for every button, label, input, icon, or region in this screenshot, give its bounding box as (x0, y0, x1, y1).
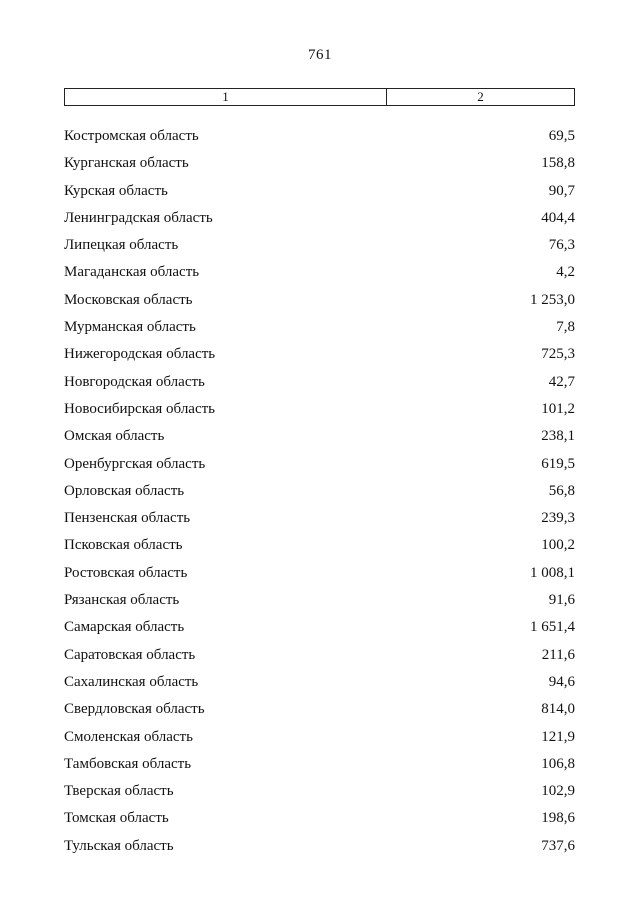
table-row: Орловская область 56,8 (64, 483, 575, 510)
region-value: 238,1 (541, 428, 575, 445)
region-name: Новгородская область (64, 373, 205, 390)
region-value: 56,8 (548, 482, 575, 499)
page-number: 761 (308, 47, 332, 63)
region-name: Нижегородская область (64, 346, 216, 363)
region-value: 121,9 (541, 728, 575, 745)
region-value: 158,8 (541, 155, 575, 172)
region-value: 239,3 (541, 510, 575, 527)
region-value: 91,6 (548, 592, 575, 609)
table-row: Новгородская область 42,7 (64, 374, 575, 401)
region-value: 211,6 (541, 646, 575, 663)
region-value: 90,7 (548, 182, 575, 199)
region-name: Магаданская область (64, 264, 200, 281)
region-name: Саратовская область (64, 646, 196, 663)
region-name: Тверская область (64, 783, 174, 800)
region-value: 1 008,1 (530, 564, 575, 581)
region-value: 198,6 (541, 810, 575, 827)
region-name: Липецкая область (64, 237, 179, 254)
table-row: Томская область 198,6 (64, 810, 575, 837)
region-value: 100,2 (541, 537, 575, 554)
region-value: 101,2 (541, 400, 575, 417)
region-value: 42,7 (548, 373, 575, 390)
region-name: Самарская область (64, 619, 185, 636)
region-value: 814,0 (541, 701, 575, 718)
region-value: 102,9 (541, 783, 575, 800)
region-name: Тульская область (64, 837, 174, 854)
table-row: Магаданская область 4,2 (64, 264, 575, 291)
region-value: 76,3 (548, 237, 575, 254)
table-row: Самарская область 1 651,4 (64, 619, 575, 646)
table-row: Нижегородская область 725,3 (64, 346, 575, 373)
region-value: 1 253,0 (530, 291, 575, 308)
region-value: 4,2 (556, 264, 575, 281)
region-name: Свердловская область (64, 701, 205, 718)
table-row: Рязанская область 91,6 (64, 592, 575, 619)
region-name: Омская область (64, 428, 165, 445)
table-row: Новосибирская область 101,2 (64, 401, 575, 428)
region-value: 619,5 (541, 455, 575, 472)
table-row: Тверская область 102,9 (64, 783, 575, 810)
region-value: 737,6 (541, 837, 575, 854)
region-name: Смоленская область (64, 728, 193, 745)
table-header-col-1: 1 (65, 89, 387, 105)
region-name: Московская область (64, 291, 193, 308)
table-row: Ленинградская область 404,4 (64, 210, 575, 237)
region-name: Курская область (64, 182, 168, 199)
table-row: Тульская область 737,6 (64, 838, 575, 865)
region-name: Орловская область (64, 482, 185, 499)
table-row: Псковская область 100,2 (64, 537, 575, 564)
region-name: Мурманская область (64, 319, 196, 336)
table-row: Ростовская область 1 008,1 (64, 565, 575, 592)
table-header-row: 1 2 (64, 88, 575, 106)
region-name: Костромская область (64, 128, 199, 144)
table-row: Московская область 1 253,0 (64, 292, 575, 319)
region-name: Ростовская область (64, 564, 188, 581)
region-value: 106,8 (541, 755, 575, 772)
table-row: Курская область 90,7 (64, 183, 575, 210)
table-row: Омская область 238,1 (64, 428, 575, 455)
table-row: Свердловская область 814,0 (64, 701, 575, 728)
region-value: 404,4 (541, 209, 575, 226)
region-name: Псковская область (64, 537, 183, 554)
region-name: Курганская область (64, 155, 189, 172)
table-header-col-2: 2 (477, 89, 484, 104)
table-row: Курганская область 158,8 (64, 155, 575, 182)
table-row: Тамбовская область 106,8 (64, 756, 575, 783)
table-row: Пензенская область 239,3 (64, 510, 575, 537)
region-name: Сахалинская область (64, 673, 199, 690)
region-name: Томская область (64, 810, 169, 827)
region-value: 69,5 (548, 128, 575, 144)
table-row: Липецкая область 76,3 (64, 237, 575, 264)
table-row: Смоленская область 121,9 (64, 729, 575, 756)
region-name: Пензенская область (64, 510, 191, 527)
table-row: Саратовская область 211,6 (64, 647, 575, 674)
region-name: Тамбовская область (64, 755, 192, 772)
table-row: Сахалинская область 94,6 (64, 674, 575, 701)
table-row: Костромская область 69,5 (64, 128, 575, 155)
region-name: Ленинградская область (64, 209, 213, 226)
table-rows: Костромская область 69,5 Курганская област… (64, 128, 575, 865)
table-row: Оренбургская область 619,5 (64, 456, 575, 483)
region-value: 7,8 (556, 319, 575, 336)
region-name: Новосибирская область (64, 400, 216, 417)
region-value: 1 651,4 (530, 619, 575, 636)
region-value: 725,3 (541, 346, 575, 363)
region-name: Оренбургская область (64, 455, 206, 472)
table-row: Мурманская область 7,8 (64, 319, 575, 346)
region-value: 94,6 (548, 673, 575, 690)
region-name: Рязанская область (64, 592, 180, 609)
